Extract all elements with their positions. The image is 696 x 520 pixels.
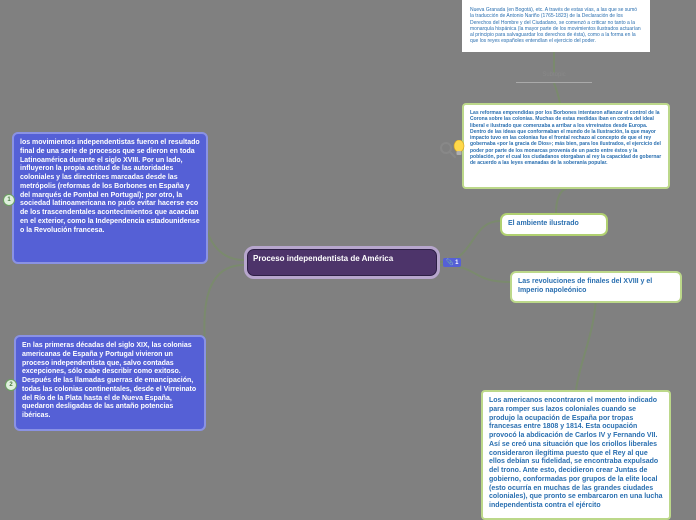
attachment-badge[interactable]: 📎 1 bbox=[443, 258, 461, 267]
node-top-right-partial[interactable]: Nueva Granada (en Bogotá), etc. A través… bbox=[462, 0, 650, 52]
node-ambiente-ilustrado[interactable]: El ambiente ilustrado bbox=[500, 213, 608, 236]
subtopic-underline bbox=[516, 82, 592, 83]
order-badge-text: 2 bbox=[9, 382, 12, 388]
subtopic-label: Subtopic bbox=[540, 72, 568, 78]
node-text: Los americanos encontraron el momento in… bbox=[489, 397, 664, 509]
node-text: los movimientos independentistas fueron … bbox=[20, 139, 202, 234]
node-text: Nueva Granada (en Bogotá), etc. A través… bbox=[470, 7, 642, 44]
node-center-root[interactable]: Proceso independentista de América bbox=[244, 246, 440, 279]
node-revoluciones[interactable]: Las revoluciones de finales del XVIII y … bbox=[510, 271, 682, 303]
node-americanos-ocupacion[interactable]: Los americanos encontraron el momento in… bbox=[481, 390, 671, 520]
order-badge-1: 1 bbox=[3, 194, 15, 206]
node-primeras-decadas[interactable]: En las primeras décadas del siglo XIX, l… bbox=[14, 335, 206, 431]
node-text: Las revoluciones de finales del XVIII y … bbox=[518, 278, 654, 294]
attachment-badge-text: 📎 1 bbox=[446, 260, 458, 266]
node-text: Proceso independentista de América bbox=[253, 254, 393, 263]
node-movimientos[interactable]: los movimientos independentistas fueron … bbox=[12, 132, 208, 264]
order-badge-2: 2 bbox=[5, 379, 17, 391]
node-text: En las primeras décadas del siglo XIX, l… bbox=[22, 342, 198, 419]
node-reformas-borbones[interactable]: Las reformas emprendidas por los Borbone… bbox=[462, 103, 670, 189]
order-badge-text: 1 bbox=[7, 197, 10, 203]
node-text: El ambiente ilustrado bbox=[508, 220, 579, 227]
search-icon bbox=[438, 140, 458, 160]
node-text: Las reformas emprendidas por los Borbone… bbox=[470, 110, 663, 166]
